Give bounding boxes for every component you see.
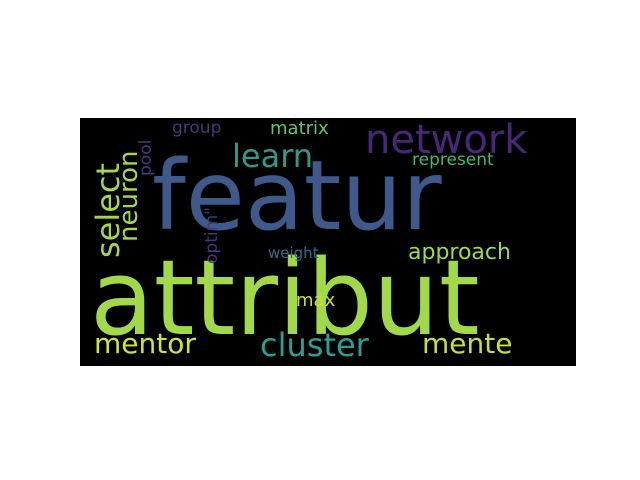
word-max: max — [296, 290, 336, 311]
word-mentor: mentor — [94, 327, 196, 360]
word-attribut: attribut — [90, 237, 480, 359]
word-cloud-canvas: featur attribut network select neuron le… — [80, 118, 576, 366]
word-mente: mente — [422, 327, 513, 360]
word-approach: approach — [408, 240, 511, 265]
word-pool: pool — [136, 139, 156, 176]
word-represent: represent — [412, 150, 494, 170]
word-network: network — [365, 118, 528, 163]
word-learn: learn — [232, 137, 314, 175]
word-cluster: cluster — [260, 326, 369, 364]
word-group: group — [172, 118, 222, 138]
word-matrix: matrix — [270, 118, 329, 139]
word-optim: optim" — [202, 207, 222, 264]
word-featur: featur — [152, 140, 442, 252]
word-weight: weight — [268, 244, 319, 262]
